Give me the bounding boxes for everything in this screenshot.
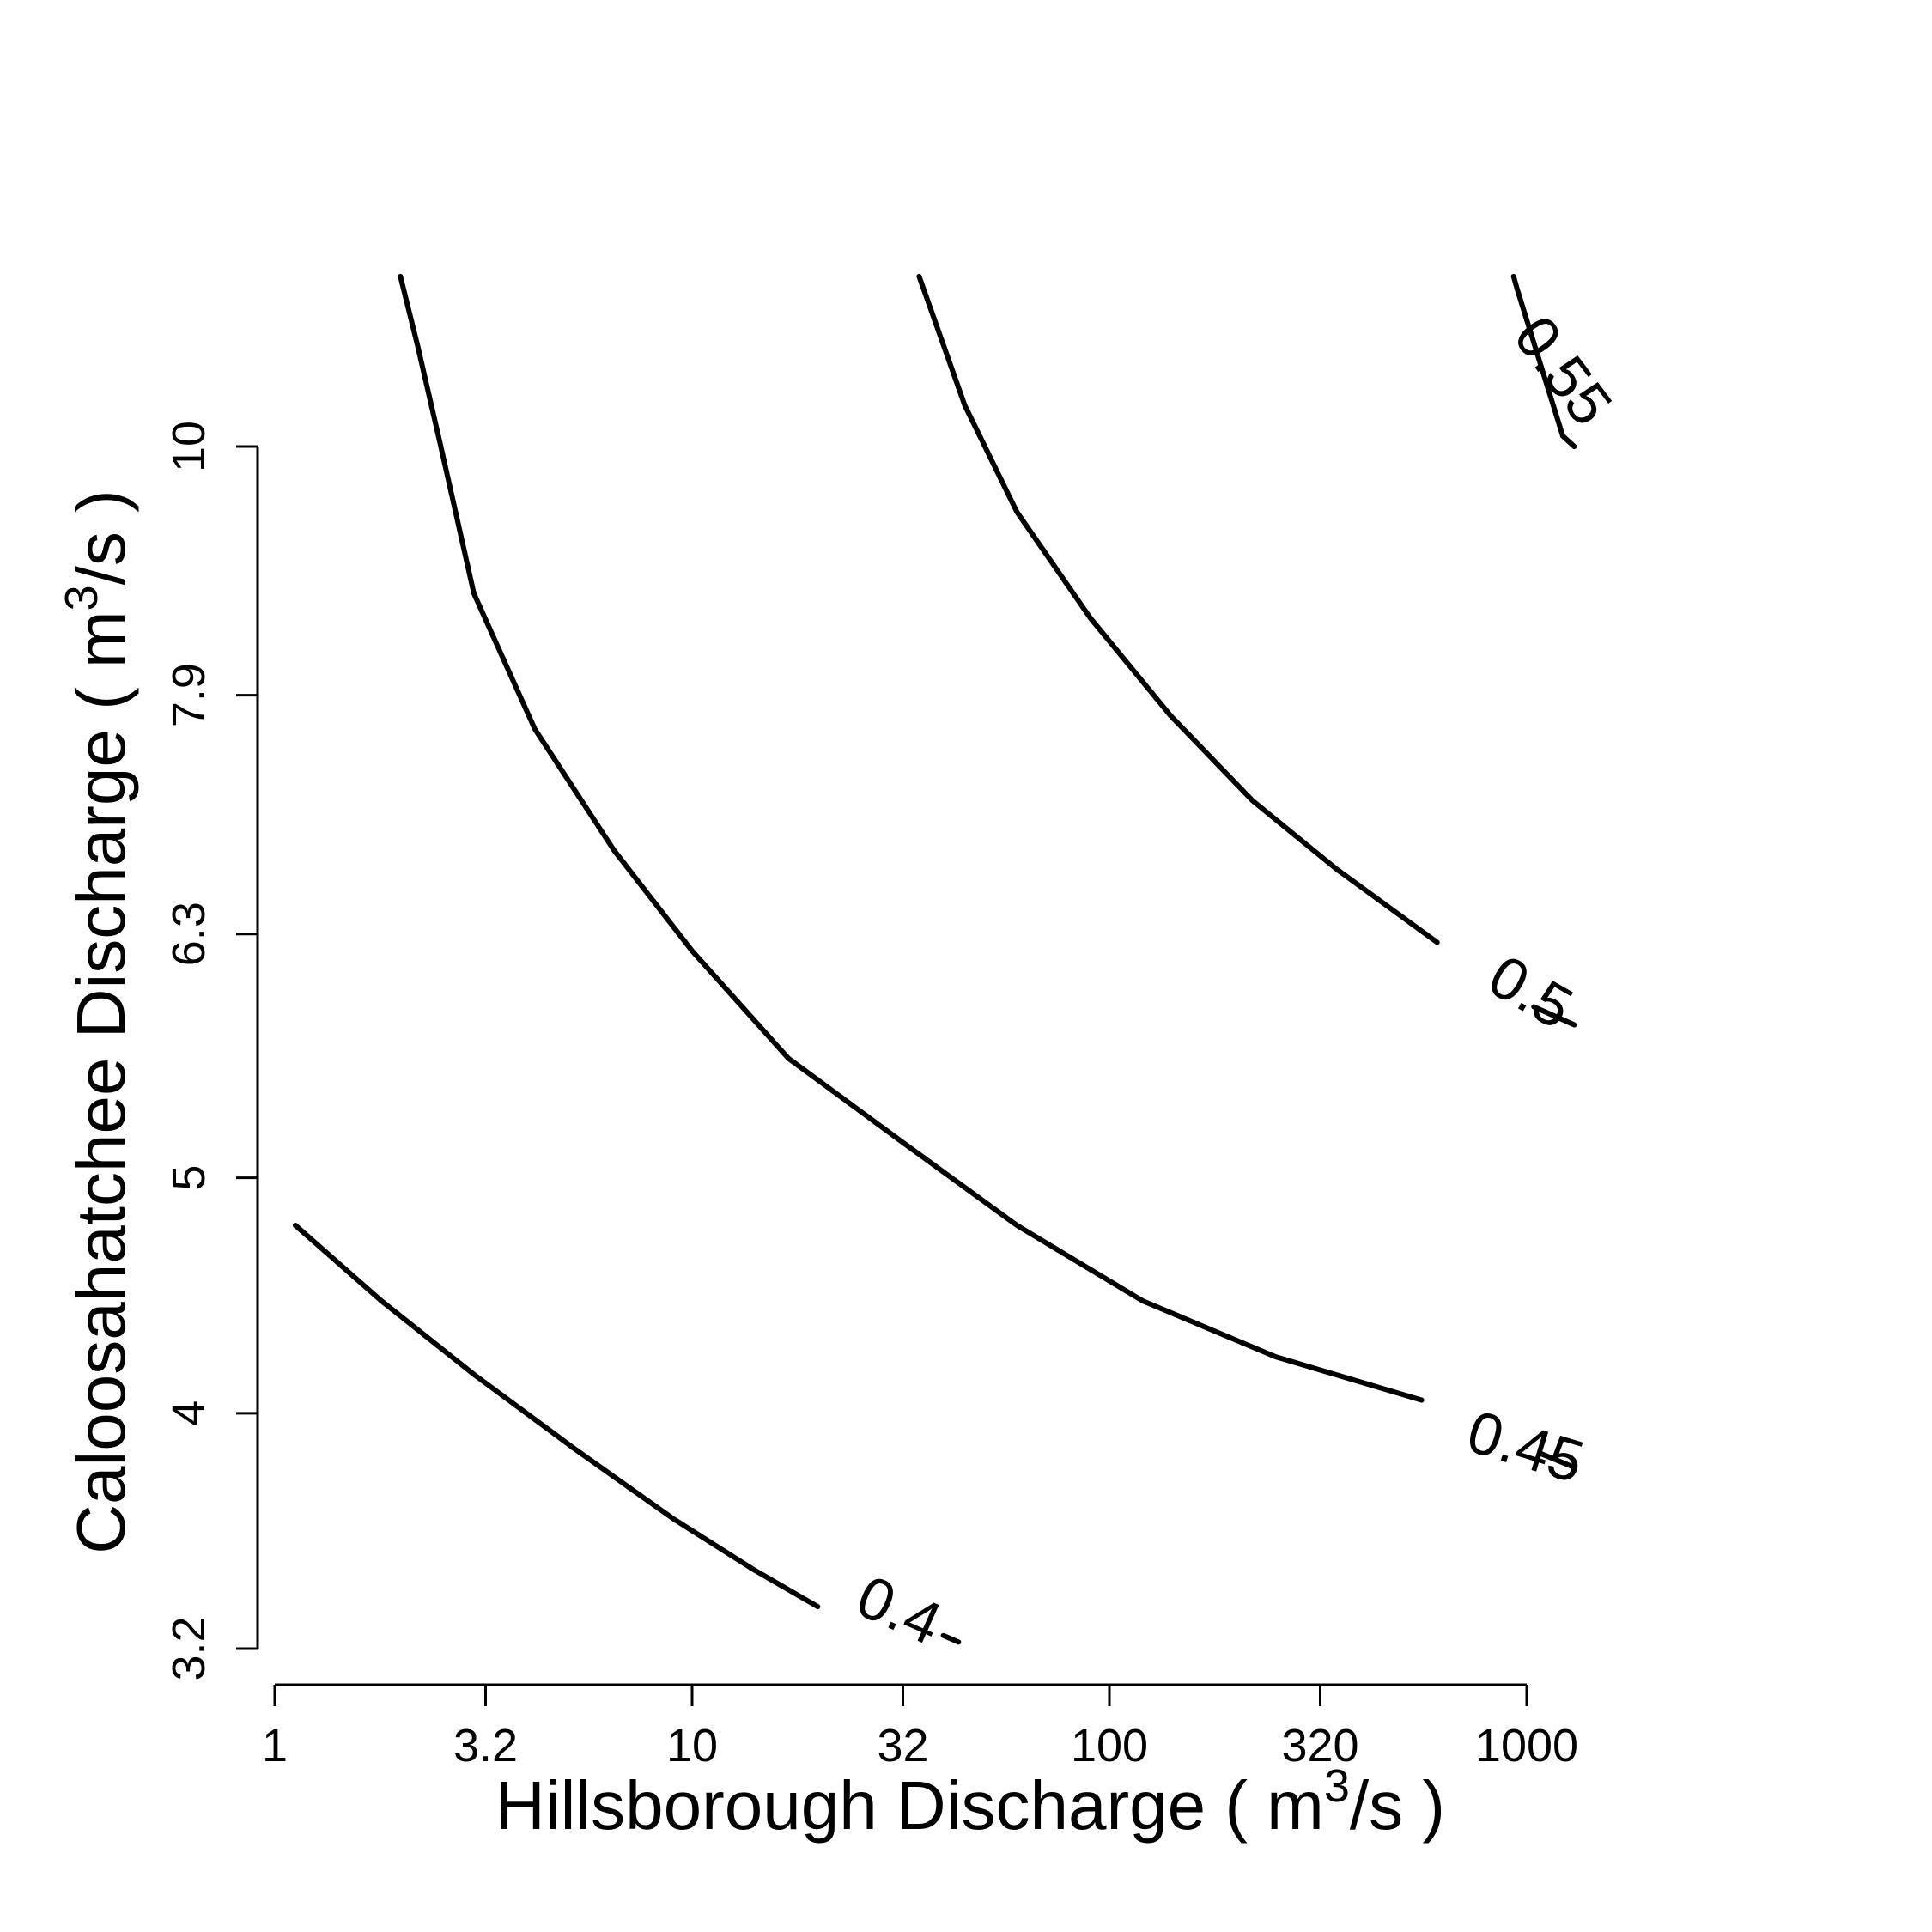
x-tick-label: 100 (1071, 1720, 1148, 1771)
x-tick-label: 3.2 (453, 1720, 518, 1771)
contour-tail-0-4 (940, 1632, 962, 1645)
x-ticks: 1 3.2 10 32 100 320 1000 (262, 1685, 1578, 1771)
contour-label-0-55: 0.55 (1501, 304, 1625, 438)
contour-labels: 0.4 0.45 0.5 0.55 (848, 304, 1625, 1658)
contour-label-0-4: 0.4 (848, 1563, 951, 1658)
y-tick-label: 4 (163, 1400, 215, 1426)
x-tick-label: 1 (262, 1720, 288, 1771)
y-tick-label: 5 (163, 1165, 215, 1191)
y-axis-title-suffix: /s ) (63, 489, 139, 585)
contour-tail-0-45 (1538, 1450, 1577, 1470)
contour-line-0-4 (292, 1222, 821, 1610)
y-axis-title: Caloosahatchee Discharge ( m3/s ) (56, 489, 139, 1553)
x-axis-title: Hillsborough Discharge ( m3/s ) (495, 1760, 1445, 1844)
contour-lines (292, 273, 1577, 1645)
y-ticks: 3.2 4 5 6.3 7.9 10 (163, 421, 258, 1681)
x-axis-title-suffix: /s ) (1350, 1767, 1445, 1844)
y-tick-label: 3.2 (163, 1616, 215, 1680)
x-axis-title-prefix: Hillsborough Discharge ( m (495, 1767, 1324, 1844)
contour-tail-0-5 (1531, 1004, 1577, 1028)
x-axis-title-superscript: 3 (1324, 1760, 1350, 1812)
contour-label-0-5: 0.5 (1478, 942, 1583, 1042)
x-tick-label: 1000 (1475, 1720, 1578, 1771)
contour-line-0-5 (916, 273, 1440, 945)
contour-tail-0-55 (1510, 273, 1577, 449)
x-tick-label: 320 (1281, 1720, 1358, 1771)
x-tick-label: 32 (877, 1720, 928, 1771)
axes: 1 3.2 10 32 100 320 1000 3.2 4 5 6.3 7.9 10 (163, 421, 1578, 1771)
y-axis-title-superscript: 3 (56, 585, 107, 611)
y-tick-label: 6.3 (163, 902, 215, 966)
contour-line-0-45 (398, 273, 1425, 1403)
y-axis-title-prefix: Caloosahatchee Discharge ( m (63, 611, 139, 1553)
contour-label-0-45: 0.45 (1460, 1398, 1591, 1496)
y-tick-label: 7.9 (163, 663, 215, 727)
x-tick-label: 10 (666, 1720, 718, 1771)
y-tick-label: 10 (163, 421, 215, 472)
